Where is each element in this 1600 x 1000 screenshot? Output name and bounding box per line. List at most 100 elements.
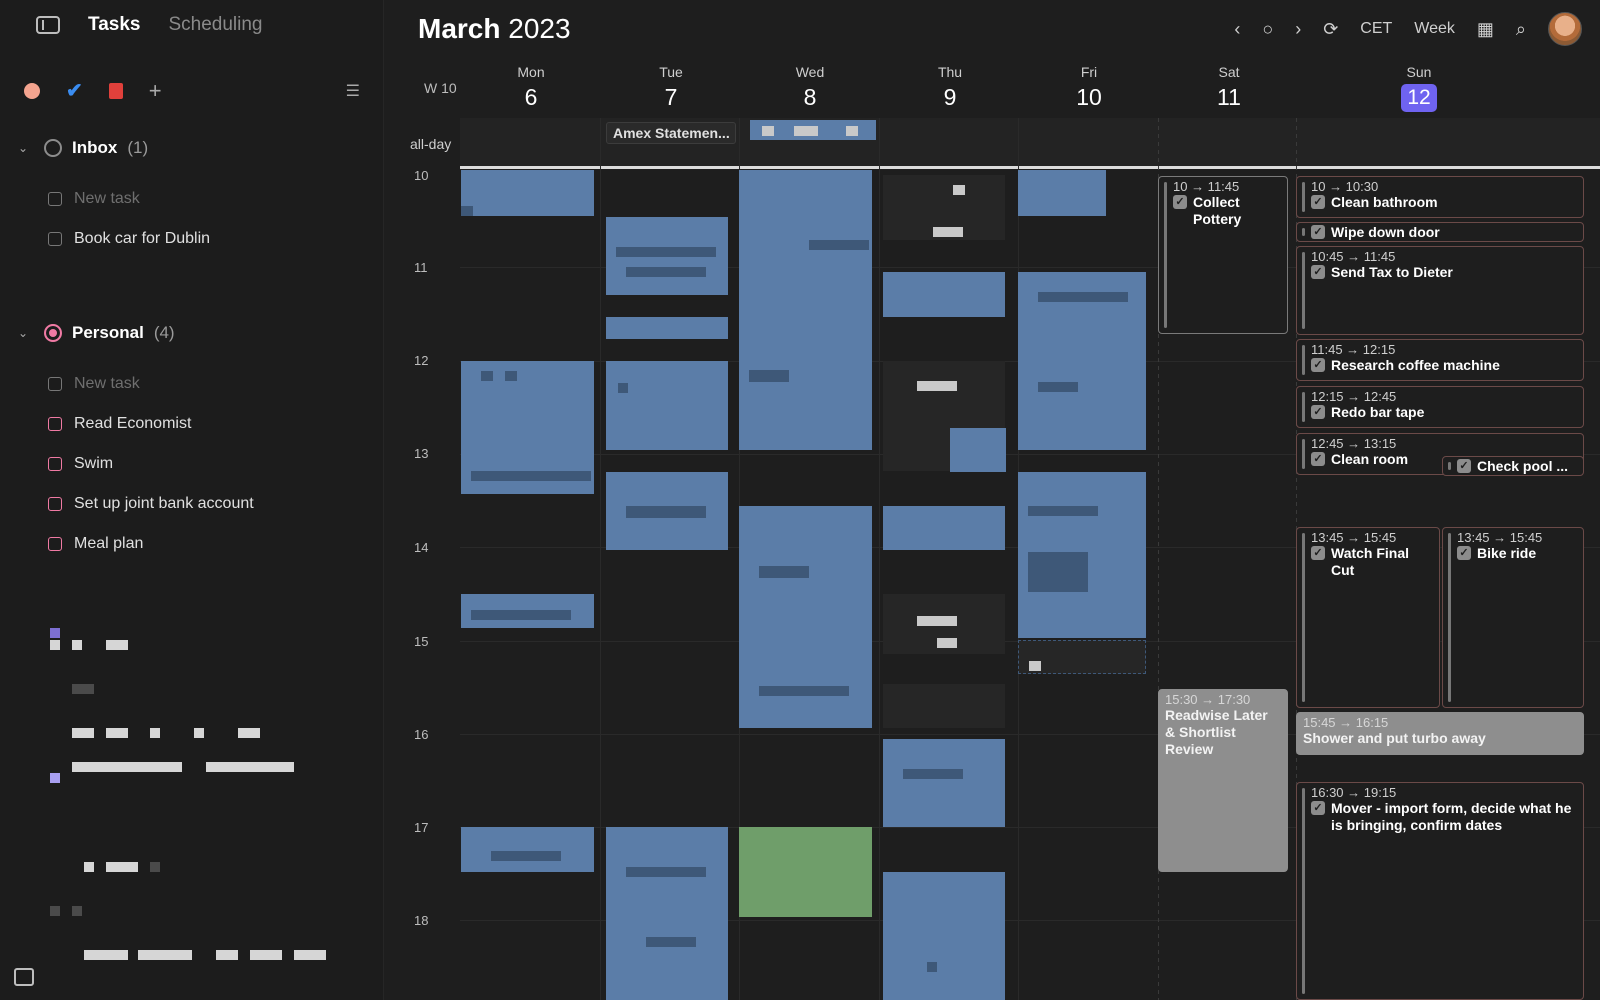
- day-header-wed[interactable]: Wed 8: [740, 64, 880, 111]
- task-item[interactable]: Set up joint bank account: [48, 495, 254, 513]
- checkbox-checked-icon[interactable]: ✓: [1311, 801, 1325, 815]
- calendar-event-obscured[interactable]: [606, 217, 728, 295]
- day-header-fri[interactable]: Fri 10: [1019, 64, 1159, 111]
- checkbox[interactable]: [48, 537, 62, 551]
- task-event-bike-ride[interactable]: 13:45 → 15:45 ✓ Bike ride: [1442, 527, 1584, 708]
- day-header-thu[interactable]: Thu 9: [880, 64, 1020, 111]
- prev-icon[interactable]: ‹: [1234, 18, 1241, 39]
- calendar-event-obscured[interactable]: [606, 827, 728, 1000]
- calendar-event-obscured[interactable]: [606, 317, 728, 339]
- calendar-event-obscured[interactable]: [461, 170, 594, 216]
- calendar-event-obscured[interactable]: [950, 428, 1006, 472]
- chevron-down-icon[interactable]: ⌄: [18, 326, 29, 340]
- obscured-block: [917, 616, 957, 626]
- checkbox[interactable]: [48, 497, 62, 511]
- checkbox[interactable]: [48, 377, 62, 391]
- source-todo-icon[interactable]: ✔: [66, 80, 83, 102]
- calendar-icon[interactable]: ▦: [1476, 18, 1494, 39]
- day-header-sun[interactable]: Sun 12: [1349, 64, 1489, 112]
- calendar-event-obscured[interactable]: [883, 594, 1005, 654]
- calendar-event-obscured[interactable]: [883, 684, 1005, 728]
- avatar[interactable]: [1548, 12, 1582, 46]
- calendar-event-obscured[interactable]: [739, 827, 872, 917]
- page-title: March 2023: [418, 13, 571, 45]
- checkbox-checked-icon[interactable]: ✓: [1311, 265, 1325, 279]
- checkbox-checked-icon[interactable]: ✓: [1311, 546, 1325, 560]
- task-item[interactable]: Book car for Dublin: [48, 230, 210, 248]
- checkbox-checked-icon[interactable]: ✓: [1311, 452, 1325, 466]
- group-personal[interactable]: ⌄ Personal (4): [18, 323, 175, 343]
- group-name: Inbox: [72, 138, 118, 157]
- calendar-event-obscured[interactable]: [1018, 472, 1146, 638]
- checkbox-checked-icon[interactable]: ✓: [1311, 358, 1325, 372]
- task-event-send-tax[interactable]: 10:45 → 11:45 ✓ Send Tax to Dieter: [1296, 246, 1584, 335]
- calendar-event-obscured[interactable]: [1018, 272, 1146, 450]
- event-time: 12:15 → 12:45: [1311, 389, 1397, 404]
- task-event-collect-pottery[interactable]: 10 → 11:45 ✓ Collect Pottery: [1158, 176, 1288, 334]
- task-item[interactable]: Meal plan: [48, 535, 143, 553]
- day-header-mon[interactable]: Mon 6: [461, 64, 601, 111]
- calendar-event-obscured[interactable]: [883, 506, 1005, 550]
- add-source-icon[interactable]: +: [148, 77, 162, 103]
- checkbox-checked-icon[interactable]: ✓: [1457, 546, 1471, 560]
- calendar-event-obscured[interactable]: [461, 361, 594, 494]
- task-event-clean-bathroom[interactable]: 10 → 10:30 ✓ Clean bathroom: [1296, 176, 1584, 218]
- checkbox-checked-icon[interactable]: ✓: [1173, 195, 1187, 209]
- timezone-button[interactable]: CET: [1360, 20, 1393, 37]
- checkbox-checked-icon[interactable]: ✓: [1311, 195, 1325, 209]
- checkbox[interactable]: [48, 232, 62, 246]
- checkbox-checked-icon[interactable]: ✓: [1457, 459, 1471, 473]
- task-event-watch-final-cut[interactable]: 13:45 → 15:45 ✓ Watch Final Cut: [1296, 527, 1440, 708]
- new-task-input[interactable]: New task: [48, 190, 140, 208]
- checkbox-checked-icon[interactable]: ✓: [1311, 225, 1325, 239]
- calendar-event-obscured[interactable]: [883, 872, 1005, 1000]
- day-name: Sat: [1218, 64, 1240, 80]
- checkbox-checked-icon[interactable]: ✓: [1311, 405, 1325, 419]
- calendar-event-obscured[interactable]: [1018, 640, 1146, 674]
- task-label: Meal plan: [74, 535, 144, 552]
- calendar-event-obscured[interactable]: [606, 472, 728, 550]
- checklist-icon[interactable]: ☰: [345, 82, 360, 100]
- calendar-event-obscured[interactable]: [461, 594, 594, 628]
- toggle-sidebar-icon[interactable]: [36, 16, 60, 34]
- task-event-mover[interactable]: 16:30 → 19:15 ✓ Mover - import form, deci…: [1296, 782, 1584, 1000]
- calendar-event-obscured[interactable]: [739, 170, 872, 450]
- task-event-redo-bar-tape[interactable]: 12:15 → 12:45 ✓ Redo bar tape: [1296, 386, 1584, 428]
- calendar-event-obscured[interactable]: [883, 739, 1005, 827]
- day-header-sat[interactable]: Sat 11: [1159, 64, 1299, 111]
- checkbox[interactable]: [48, 457, 62, 471]
- source-todoist-icon[interactable]: [108, 82, 123, 99]
- allday-event-obscured[interactable]: [750, 120, 876, 140]
- calendar-event-obscured[interactable]: [883, 272, 1005, 317]
- next-icon[interactable]: ›: [1295, 18, 1302, 39]
- tab-tasks[interactable]: Tasks: [88, 14, 141, 35]
- calendar-event-obscured[interactable]: [606, 361, 728, 450]
- day-header-tue[interactable]: Tue 7: [601, 64, 741, 111]
- checkbox[interactable]: [48, 417, 62, 431]
- calendar-event-obscured[interactable]: [883, 175, 1005, 240]
- today-circle-icon[interactable]: ○: [1262, 18, 1274, 39]
- calendar-event-obscured[interactable]: [461, 827, 594, 872]
- sidebar: Tasks Scheduling ✔ + ☰ ⌄ Inbox (1) New t…: [0, 0, 384, 1000]
- task-item[interactable]: Read Economist: [48, 415, 191, 433]
- obscured-block: [50, 640, 60, 650]
- task-item[interactable]: Swim: [48, 455, 113, 473]
- chevron-down-icon[interactable]: ⌄: [18, 141, 29, 155]
- search-icon[interactable]: ⌕: [1515, 18, 1526, 39]
- checkbox[interactable]: [48, 192, 62, 206]
- task-event-wipe-down-door[interactable]: ✓ Wipe down door: [1296, 222, 1584, 242]
- task-event-research-coffee[interactable]: 11:45 → 12:15 ✓ Research coffee machine: [1296, 339, 1584, 381]
- refresh-icon[interactable]: ⟳: [1323, 18, 1339, 39]
- source-personal-icon[interactable]: [24, 82, 40, 99]
- calendar-add-icon[interactable]: [14, 968, 34, 986]
- allday-event[interactable]: Amex Statemen...: [606, 122, 736, 144]
- tab-scheduling[interactable]: Scheduling: [168, 14, 263, 35]
- new-task-input[interactable]: New task: [48, 375, 140, 393]
- calendar-event-obscured[interactable]: [739, 506, 872, 728]
- group-inbox[interactable]: ⌄ Inbox (1): [18, 138, 148, 158]
- view-selector[interactable]: Week: [1414, 20, 1455, 37]
- calendar-event-obscured[interactable]: [1018, 170, 1106, 216]
- task-event-check-pool[interactable]: ✓ Check pool ...: [1442, 456, 1584, 476]
- event-shower[interactable]: 15:45 → 16:15 Shower and put turbo away: [1296, 712, 1584, 755]
- event-readwise[interactable]: 15:30 → 17:30 Readwise Later & Shortlist…: [1158, 689, 1288, 872]
